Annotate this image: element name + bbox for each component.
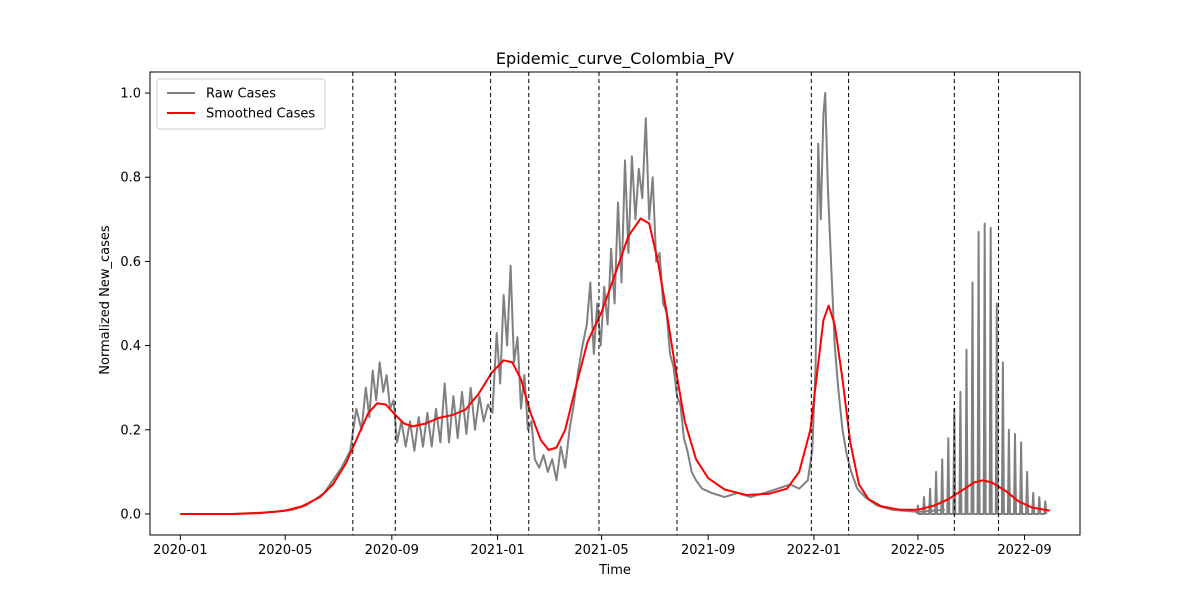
y-tick-label: 0.4 [120, 339, 141, 354]
x-tick-label: 2020-09 [365, 543, 419, 558]
y-tick-label: 0.0 [120, 507, 141, 522]
plot-area [180, 72, 1050, 535]
axes: 2020-01 2020-05 2020-09 2021-01 2021-05 2021-… [120, 71, 1081, 558]
x-axis-label: Time [598, 563, 631, 578]
x-tick-label: 2021-09 [681, 543, 735, 558]
y-tick-label: 0.2 [120, 423, 141, 438]
legend-label: Raw Cases [206, 87, 276, 102]
legend-box [156, 78, 326, 130]
y-tick-label: 1.0 [120, 87, 141, 102]
x-tick-label: 2021-05 [574, 543, 628, 558]
smoothed-cases-line [180, 217, 1050, 515]
raw-cases-spikes [915, 222, 1048, 515]
plot-clip-group [180, 92, 1050, 515]
axes-frame [149, 71, 1081, 536]
x-tick-label: 2021-01 [470, 543, 524, 558]
x-tick-label: 2022-05 [891, 543, 945, 558]
legend: Raw Cases Smoothed Cases [156, 78, 326, 130]
x-tick-label: 2020-05 [258, 543, 312, 558]
y-tick-label: 0.6 [120, 255, 141, 270]
legend-label: Smoothed Cases [206, 107, 315, 122]
chart-title: Epidemic_curve_Colombia_PV [496, 49, 734, 69]
x-tick-label: 2022-09 [997, 543, 1051, 558]
y-axis-label: Normalized New_cases [98, 225, 113, 375]
y-tick-label: 0.8 [120, 171, 141, 186]
x-tick-label: 2020-01 [153, 543, 207, 558]
x-tick-label: 2022-01 [787, 543, 841, 558]
